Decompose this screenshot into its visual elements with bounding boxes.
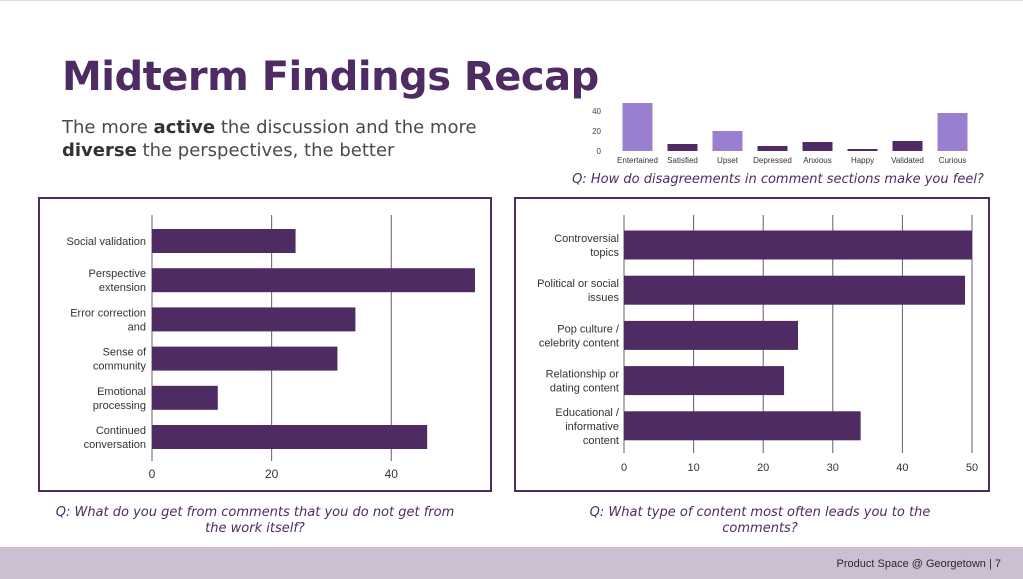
content-chart-panel — [514, 197, 990, 492]
feelings-bar — [892, 141, 923, 151]
subtitle-text-3: the perspectives, the better — [136, 140, 395, 161]
content-chart-caption: Q: What type of content most often leads… — [589, 505, 931, 536]
content-bar — [624, 411, 861, 441]
content-category-label: celebrity content — [539, 337, 619, 349]
benefits-category-label: Sense of — [103, 347, 147, 359]
feelings-category-label: Validated — [891, 156, 924, 165]
benefits-category-label: conversation — [84, 439, 146, 451]
content-category-label: Pop culture / — [557, 323, 620, 335]
content-bar — [624, 366, 785, 396]
benefits-bar — [152, 425, 428, 449]
content-category-label: issues — [588, 292, 620, 304]
subtitle-text-2: the discussion and the more — [215, 117, 477, 138]
page-subtitle: The more active the discussion and the m… — [62, 116, 532, 162]
benefits-x-tick-label: 0 — [149, 467, 156, 481]
benefits-category-label: and — [128, 321, 146, 333]
benefits-category-label: extension — [99, 282, 146, 294]
benefits-chart-panel — [38, 197, 492, 492]
content-bar — [624, 230, 972, 260]
feelings-y-tick-label: 20 — [592, 127, 601, 136]
content-category-label: Relationship or — [546, 369, 620, 381]
feelings-y-tick-label: 0 — [597, 147, 602, 156]
feelings-category-label: Satisfied — [667, 156, 698, 165]
feelings-category-label: Entertained — [617, 156, 658, 165]
benefits-x-tick-label: 20 — [265, 467, 279, 481]
benefits-category-label: processing — [93, 400, 146, 412]
content-category-label: Educational / — [555, 407, 620, 419]
feelings-category-label: Upset — [717, 156, 739, 165]
benefits-category-label: Social validation — [67, 236, 147, 248]
benefits-bar — [152, 385, 218, 410]
benefits-category-label: community — [93, 361, 147, 373]
feelings-bar — [802, 142, 833, 151]
benefits-category-label: Emotional — [97, 386, 146, 398]
benefits-bar — [152, 268, 476, 293]
feelings-bar-chart: 0 20 40 Entertained Satisfied Upset Depressed A… — [592, 103, 968, 165]
content-bar-chart: 0 10 20 30 40 50 Controversial topics Political … — [537, 215, 978, 474]
benefits-bar — [152, 307, 356, 332]
feelings-category-label: Curious — [939, 156, 967, 165]
benefits-chart-caption: Q: What do you get from comments that yo… — [55, 505, 455, 536]
feelings-bar — [757, 146, 788, 151]
feelings-bar — [937, 113, 968, 151]
feelings-bar — [847, 149, 878, 151]
content-category-label: Political or social — [537, 278, 619, 290]
benefits-bar — [152, 229, 296, 253]
content-category-label: content — [583, 435, 619, 447]
benefits-category-label: Continued — [96, 425, 146, 437]
feelings-category-label: Anxious — [803, 156, 831, 165]
subtitle-bold-active: active — [153, 117, 216, 138]
benefits-bar-chart: 0 20 40 Social validation Perspective extensi… — [67, 215, 476, 481]
content-category-label: topics — [590, 247, 619, 259]
feelings-category-label: Happy — [851, 156, 874, 165]
content-x-tick-label: 40 — [896, 462, 908, 474]
page-title: Midterm Findings Recap — [62, 54, 599, 100]
benefits-x-tick-label: 40 — [385, 467, 399, 481]
top-divider — [0, 0, 1023, 1]
content-category-label: dating content — [550, 383, 619, 395]
feelings-y-tick-label: 40 — [592, 107, 601, 116]
benefits-bar — [152, 346, 338, 371]
content-x-tick-label: 20 — [757, 462, 769, 474]
feelings-chart-caption: Q: How do disagreements in comment secti… — [572, 172, 984, 187]
content-x-tick-label: 10 — [687, 462, 699, 474]
benefits-category-label: Perspective — [89, 268, 146, 280]
content-category-label: Controversial — [554, 233, 619, 245]
content-bar — [624, 275, 966, 305]
feelings-bar — [667, 144, 698, 151]
feelings-category-label: Depressed — [753, 156, 792, 165]
feelings-bar — [712, 131, 743, 151]
content-bar — [624, 320, 798, 350]
benefits-category-label: Error correction — [70, 307, 146, 319]
footer-text: Product Space @ Georgetown | 7 — [836, 558, 1001, 570]
content-category-label: informative — [565, 421, 619, 433]
content-x-tick-label: 0 — [621, 462, 627, 474]
footer-bar: Product Space @ Georgetown | 7 — [0, 547, 1023, 579]
subtitle-text-1: The more — [62, 117, 154, 138]
content-x-tick-label: 30 — [827, 462, 839, 474]
content-x-tick-label: 50 — [966, 462, 978, 474]
subtitle-bold-diverse: diverse — [62, 140, 137, 161]
feelings-bar — [622, 103, 653, 151]
